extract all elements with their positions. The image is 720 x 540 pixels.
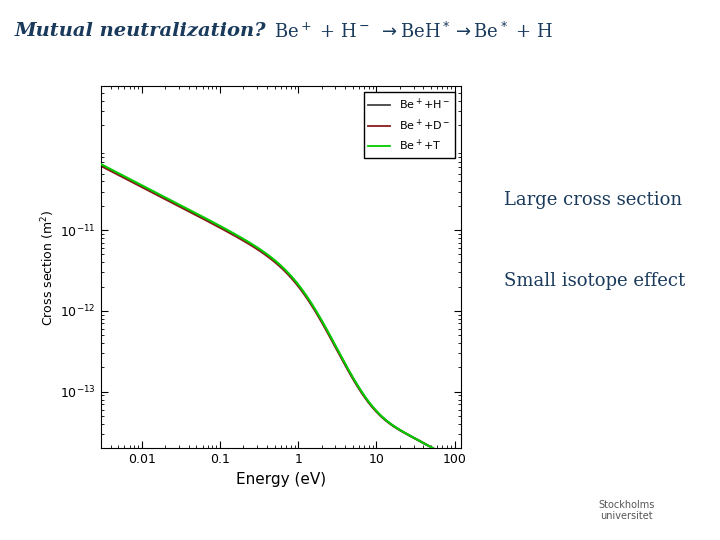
Y-axis label: Cross section (m$^2$): Cross section (m$^2$): [40, 209, 58, 326]
Legend: Be$^+$+H$^-$, Be$^+$+D$^-$, Be$^+$+T: Be$^+$+H$^-$, Be$^+$+D$^-$, Be$^+$+T: [364, 92, 455, 158]
Text: Stockholms
universitet: Stockholms universitet: [598, 500, 654, 521]
Text: Mutual neutralization?: Mutual neutralization?: [14, 22, 266, 39]
Text: Large cross section: Large cross section: [504, 191, 682, 209]
X-axis label: Energy (eV): Energy (eV): [235, 471, 326, 487]
Text: Small isotope effect: Small isotope effect: [504, 272, 685, 290]
Text: Be$^+$ + H$^-$ $\rightarrow$BeH$^*$$\rightarrow$Be$^*$ + H: Be$^+$ + H$^-$ $\rightarrow$BeH$^*$$\rig…: [274, 22, 552, 42]
